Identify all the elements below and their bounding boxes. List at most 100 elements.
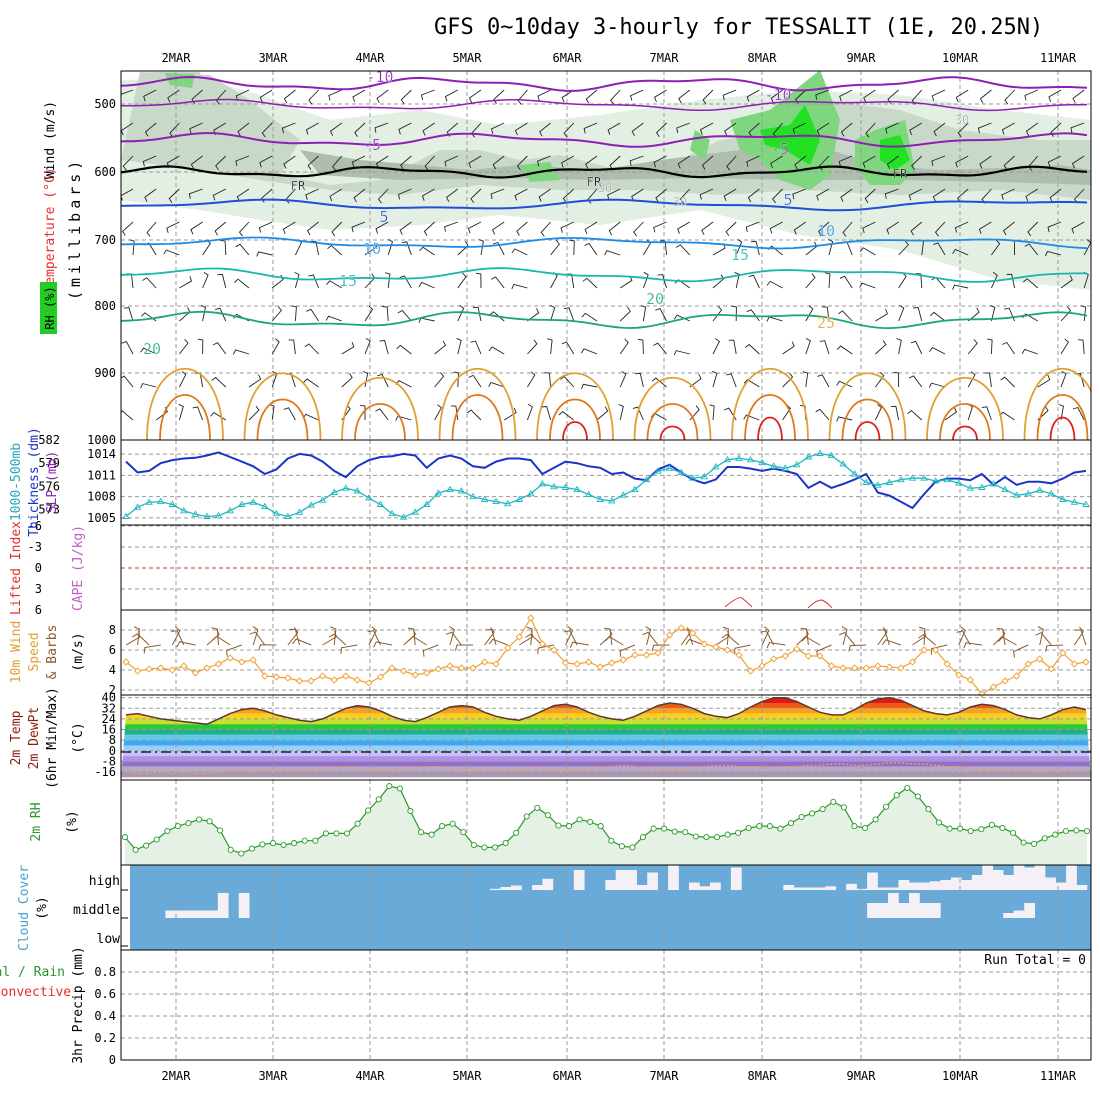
rh-area — [125, 786, 1087, 865]
cloud-bar-high — [542, 878, 554, 891]
cloud-bar-high — [929, 881, 941, 891]
slp-marker — [850, 470, 859, 477]
cloud-bar-high — [710, 882, 721, 890]
rh-marker — [502, 840, 509, 847]
rh-marker — [534, 804, 541, 811]
precip-label-c: 3hr Precip (mm) — [71, 946, 86, 1063]
contour-label: 15 — [339, 272, 357, 290]
upper-wind-barb — [1000, 376, 1015, 388]
upper-wind-barb — [1071, 155, 1085, 169]
wind-speed-marker — [168, 666, 176, 674]
upper-wind-barb — [466, 409, 482, 421]
upper-wind-barb — [890, 405, 900, 421]
wind-speed-marker — [469, 664, 477, 672]
slp-tick-label: 1005 — [87, 511, 116, 525]
upper-wind-barb — [1025, 188, 1039, 202]
wind-barb — [1073, 626, 1084, 646]
rh-marker — [766, 823, 773, 830]
upper-wind-barb — [561, 155, 575, 168]
upper-wind-barb — [490, 276, 505, 289]
wind-barb — [878, 629, 890, 646]
wind-barb — [211, 635, 231, 646]
rh-marker — [639, 834, 647, 841]
upper-wind-barb — [1060, 306, 1072, 322]
upper-wind-barb — [583, 122, 598, 134]
upper-wind-barb — [913, 307, 923, 322]
upper-wind-barb — [352, 89, 366, 102]
slp-marker — [573, 485, 581, 493]
wind-speed-marker — [284, 674, 292, 682]
upper-wind-barb — [944, 407, 958, 421]
upper-wind-barb — [379, 340, 389, 355]
temp-label-c: (6hr Min/Max) — [45, 687, 60, 789]
slp-marker — [214, 511, 223, 519]
upper-wind-barb — [489, 311, 505, 322]
wind-speed-marker — [665, 631, 674, 639]
rh-marker — [291, 840, 298, 847]
rh-marker — [608, 837, 615, 844]
upper-wind-barb — [1050, 122, 1062, 137]
contour-label: 30 — [955, 113, 969, 127]
rh-marker — [946, 825, 953, 832]
slp-marker — [758, 458, 766, 466]
upper-wind-barb — [1047, 155, 1062, 168]
upper-wind-barb — [676, 122, 690, 133]
slp-marker — [1047, 489, 1056, 497]
temperature-band — [121, 740, 1091, 746]
slp-tick-label: 1011 — [87, 468, 116, 482]
rh-marker — [460, 829, 467, 836]
wind-speed-marker — [214, 660, 223, 668]
cloud-bar-high — [971, 875, 983, 890]
upper-wind-barb — [655, 308, 667, 322]
upper-wind-barb — [364, 242, 378, 256]
temperature-contour-30 — [549, 398, 601, 440]
wind-label-b: Speed — [27, 632, 42, 671]
upper-wind-barb — [541, 406, 552, 421]
upper-wind-barb — [863, 89, 876, 103]
wind-speed-marker — [1047, 665, 1055, 673]
wind-barb — [996, 627, 1006, 646]
upper-wind-barb — [190, 221, 203, 235]
thickness-line — [125, 451, 1087, 510]
temperature-tick-label: 32 — [102, 701, 116, 715]
rh-marker — [692, 833, 699, 840]
cloud-bar-high — [626, 870, 637, 890]
temperature-contour-30 — [159, 394, 211, 440]
wind-barb — [133, 626, 141, 646]
upper-wind-barb — [984, 372, 992, 388]
upper-wind-barb — [1072, 89, 1085, 104]
upper-wind-barb — [955, 155, 969, 168]
cloud-bar-high — [1045, 877, 1056, 890]
upper-wind-barb — [816, 188, 830, 201]
cloud-bar-high — [982, 865, 994, 890]
bottom-date-label: 11MAR — [1040, 1069, 1077, 1083]
upper-wind-barb — [607, 188, 621, 201]
wind-barb — [328, 633, 347, 646]
slp-marker — [619, 491, 628, 498]
wind-barb — [143, 644, 161, 654]
upper-wind-barb — [420, 89, 435, 100]
wind-speed-marker — [515, 633, 523, 641]
upper-wind-barb — [618, 404, 624, 421]
upper-wind-barb — [1071, 221, 1085, 234]
temperature-contour-25 — [341, 376, 419, 440]
wind-barb — [488, 638, 508, 646]
wind-speed-marker — [203, 664, 211, 672]
upper-wind-barb — [726, 155, 737, 171]
temperature-contour-25 — [828, 372, 907, 440]
wind-barb — [330, 626, 337, 646]
upper-wind-barb — [909, 122, 923, 136]
slp-marker — [411, 508, 419, 515]
slp-marker — [515, 495, 524, 502]
top-date-label: 2MAR — [162, 51, 192, 65]
bottom-date-label: 5MAR — [453, 1069, 483, 1083]
upper-wind-barb — [1024, 89, 1038, 101]
temperature-contour-35 — [562, 421, 588, 440]
rh-marker — [555, 822, 562, 829]
cloud-bar-middle — [207, 910, 219, 918]
upper-wind-barb — [859, 282, 876, 289]
rh-marker — [248, 845, 255, 852]
upper-wind-barb — [655, 188, 667, 203]
rh-marker — [121, 834, 129, 841]
cloud-bar-high — [573, 870, 585, 890]
